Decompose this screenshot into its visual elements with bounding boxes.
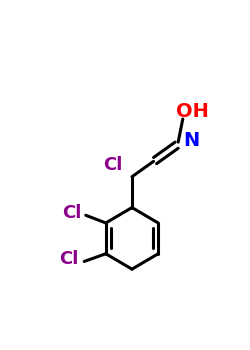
Text: Cl: Cl — [62, 204, 82, 222]
Text: N: N — [183, 131, 199, 150]
Text: Cl: Cl — [59, 250, 78, 268]
Text: Cl: Cl — [103, 156, 122, 174]
Text: OH: OH — [176, 102, 208, 121]
